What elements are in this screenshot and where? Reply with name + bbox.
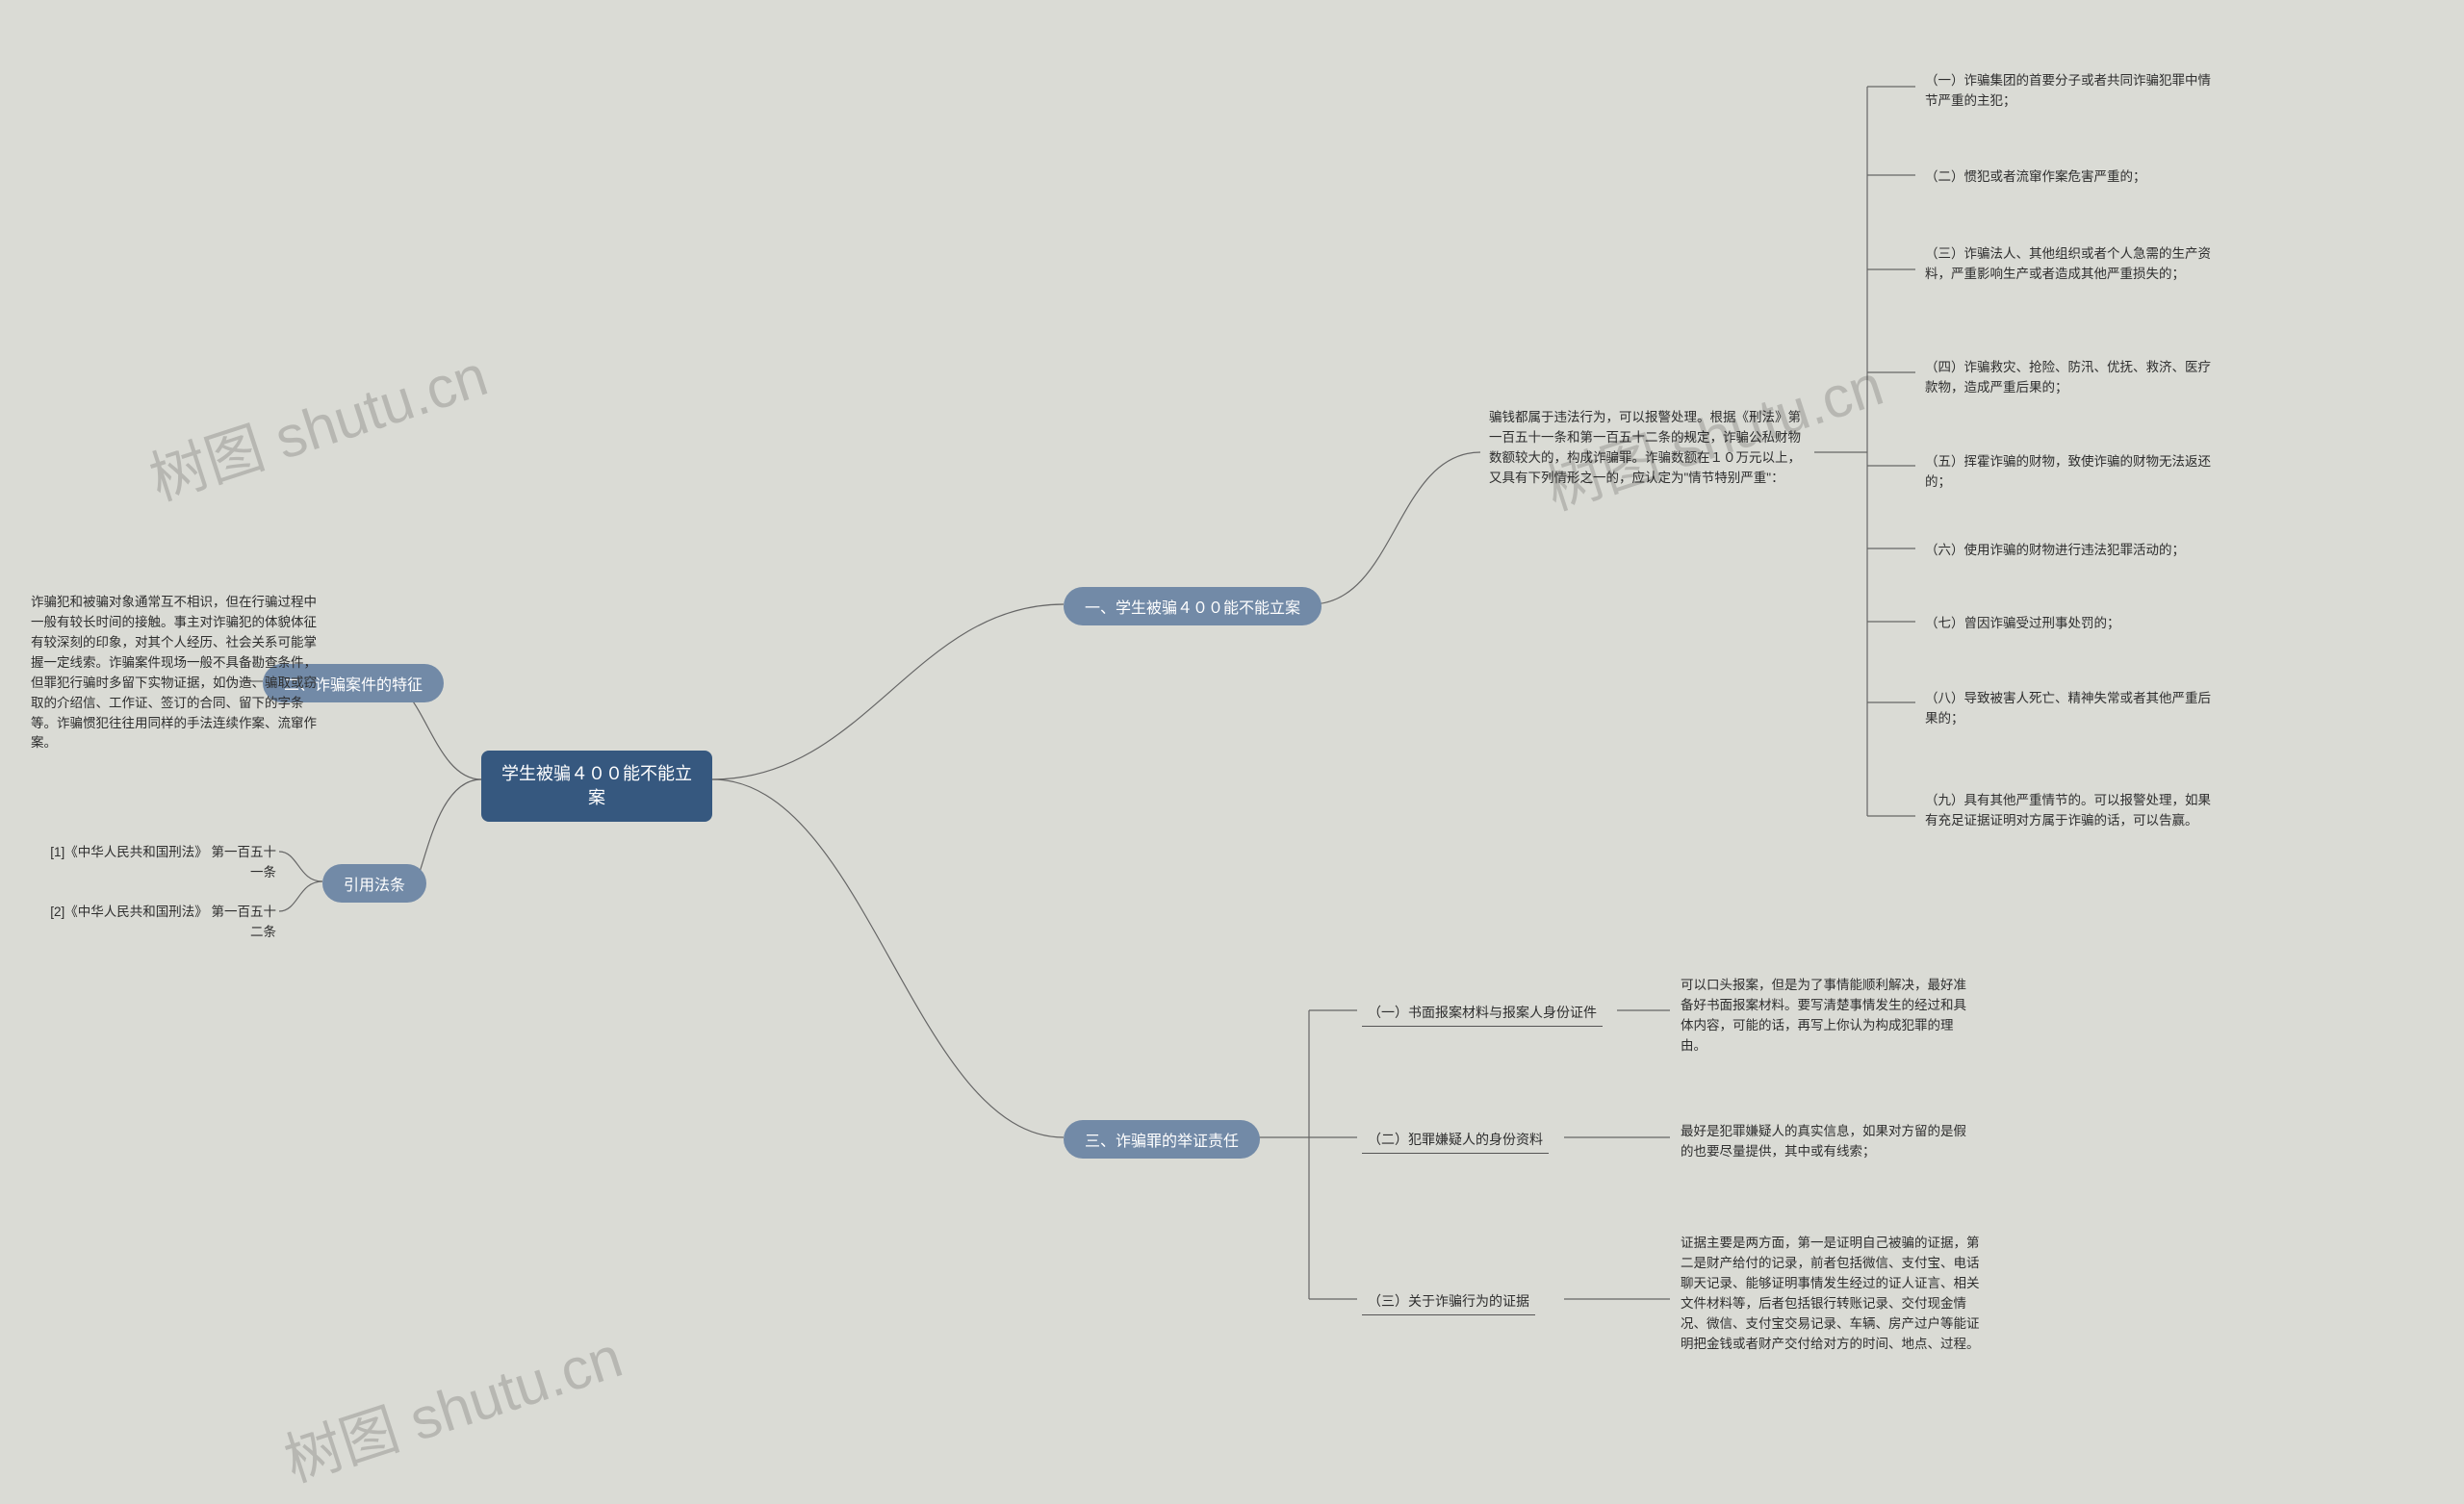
branch-3-label: 三、诈骗罪的举证责任	[1085, 1134, 1239, 1150]
b1-item-4: （四）诈骗救灾、抢险、防汛、优抚、救济、医疗款物，造成严重后果的；	[1921, 356, 2220, 400]
root-title: 学生被骗４００能不能立案	[501, 764, 692, 807]
branch-3[interactable]: 三、诈骗罪的举证责任	[1064, 1120, 1260, 1159]
b1-item-9: （九）具有其他严重情节的。可以报警处理，如果有充足证据证明对方属于诈骗的话，可以…	[1921, 789, 2220, 833]
b3-sub-2[interactable]: （二）犯罪嫌疑人的身份资料	[1362, 1126, 1549, 1154]
branch-4-label: 引用法条	[344, 878, 405, 894]
b3-sub-1[interactable]: （一）书面报案材料与报案人身份证件	[1362, 999, 1603, 1027]
b3-detail-3: 证据主要是两方面，第一是证明自己被骗的证据，第二是财产给付的记录，前者包括微信、…	[1677, 1232, 1985, 1357]
branch-4[interactable]: 引用法条	[322, 864, 426, 903]
branch-1-desc: 骗钱都属于违法行为，可以报警处理。根据《刑法》第一百五十一条和第一百五十二条的规…	[1485, 406, 1812, 491]
b3-sub-3[interactable]: （三）关于诈骗行为的证据	[1362, 1287, 1535, 1315]
b1-item-2: （二）惯犯或者流窜作案危害严重的；	[1921, 166, 2220, 190]
root-node[interactable]: 学生被骗４００能不能立案	[481, 751, 712, 822]
watermark-3: 树图 shutu.cn	[272, 1311, 631, 1498]
b1-item-3: （三）诈骗法人、其他组织或者个人急需的生产资料，严重影响生产或者造成其他严重损失…	[1921, 242, 2220, 287]
b1-item-1: （一）诈骗集团的首要分子或者共同诈骗犯罪中情节严重的主犯；	[1921, 69, 2220, 114]
b4-item-1: [1]《中华人民共和国刑法》 第一百五十一条	[44, 841, 280, 885]
branch-1[interactable]: 一、学生被骗４００能不能立案	[1064, 587, 1322, 625]
b1-item-8: （八）导致被害人死亡、精神失常或者其他严重后果的；	[1921, 687, 2220, 731]
b1-item-6: （六）使用诈骗的财物进行违法犯罪活动的；	[1921, 539, 2220, 563]
branch-2-desc: 诈骗犯和被骗对象通常互不相识，但在行骗过程中一般有较长时间的接触。事主对诈骗犯的…	[27, 591, 330, 755]
b1-item-7: （七）曾因诈骗受过刑事处罚的；	[1921, 612, 2220, 636]
connector-layer	[0, 0, 2464, 1504]
b4-item-2: [2]《中华人民共和国刑法》 第一百五十二条	[44, 901, 280, 945]
branch-1-label: 一、学生被骗４００能不能立案	[1085, 600, 1300, 617]
b1-item-5: （五）挥霍诈骗的财物，致使诈骗的财物无法返还的；	[1921, 450, 2220, 495]
b3-detail-2: 最好是犯罪嫌疑人的真实信息，如果对方留的是假的也要尽量提供，其中或有线索；	[1677, 1120, 1975, 1164]
b3-detail-1: 可以口头报案，但是为了事情能顺利解决，最好准备好书面报案材料。要写清楚事情发生的…	[1677, 974, 1975, 1058]
watermark-1: 树图 shutu.cn	[138, 329, 497, 517]
